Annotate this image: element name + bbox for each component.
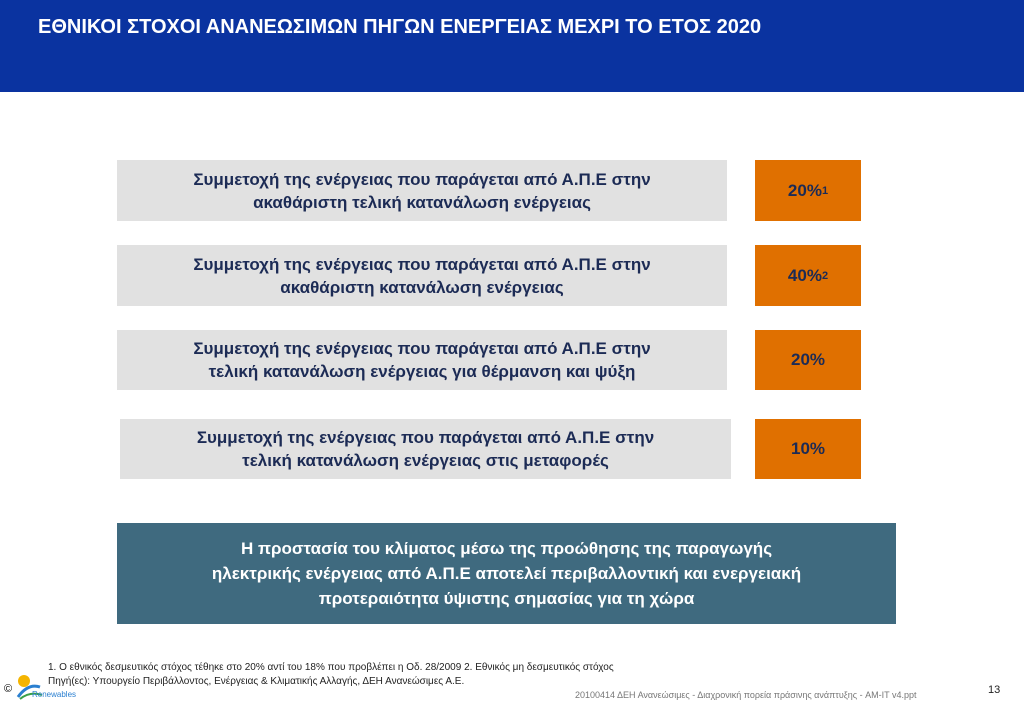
label-line: ακαθάριστη κατανάλωση ενέργειας [280, 277, 564, 297]
target-label: Συμμετοχή της ενέργειας που παράγεται απ… [117, 160, 727, 221]
title: ΕΘΝΙΚΟΙ ΣΤΟΧΟΙ ΑΝΑΝΕΩΣΙΜΩΝ ΠΗΓΩΝ ΕΝΕΡΓΕΙ… [38, 16, 762, 38]
label-line: τελική κατανάλωση ενέργειας στις μεταφορ… [242, 451, 609, 470]
target-value: 10% [755, 419, 861, 479]
label-line: Συμμετοχή της ενέργειας που παράγεται απ… [193, 169, 651, 189]
label-line: τελική κατανάλωση ενέργειας για θέρμανση… [208, 362, 636, 381]
page-number: 13 [988, 684, 1001, 696]
summary-line: ηλεκτρικής ενέργειας από Α.Π.Ε αποτελεί … [211, 564, 802, 583]
target-value: 40% 2 [755, 245, 861, 306]
value-text: 40% [787, 265, 822, 285]
footnote: 1. Ο εθνικός δεσμευτικός στόχος τέθηκε σ… [48, 662, 614, 673]
header-band [0, 0, 1024, 92]
label-line: Συμμετοχή της ενέργειας που παράγεται απ… [193, 254, 651, 274]
value-text: 20% [790, 350, 826, 369]
target-value: 20% [755, 330, 861, 390]
logo-icon [16, 675, 43, 700]
footnote: Πηγή(ες): Υπουργείο Περιβάλλοντος, Ενέργ… [48, 676, 465, 687]
value-text: 10% [790, 439, 826, 458]
target-label: Συμμετοχή της ενέργειας που παράγεται απ… [120, 419, 731, 479]
target-value: 20% 1 [755, 160, 861, 221]
footnote-ref: 2 [821, 269, 829, 282]
footnote-ref: 1 [821, 184, 829, 197]
value-text: 20% [787, 180, 822, 200]
footer-file: 20100414 ΔΕΗ Ανανεώσιμες - Διαχρονική πο… [575, 690, 917, 700]
target-label: Συμμετοχή της ενέργειας που παράγεται απ… [117, 330, 727, 390]
label-line: ακαθάριστη τελική κατανάλωση ενέργειας [253, 192, 591, 212]
label-line: Συμμετοχή της ενέργειας που παράγεται απ… [193, 339, 651, 358]
target-label: Συμμετοχή της ενέργειας που παράγεται απ… [117, 245, 727, 306]
summary-line: προτεραιότητα ύψιστης σημασίας για τη χώ… [318, 589, 695, 608]
summary-box: Η προστασία του κλίματος μέσω της προώθη… [117, 523, 896, 624]
copyright: © [4, 683, 13, 695]
label-line: Συμμετοχή της ενέργειας που παράγεται απ… [196, 428, 655, 447]
logo-text: Renewables [32, 690, 77, 699]
summary-line: Η προστασία του κλίματος μέσω της προώθη… [240, 539, 773, 558]
